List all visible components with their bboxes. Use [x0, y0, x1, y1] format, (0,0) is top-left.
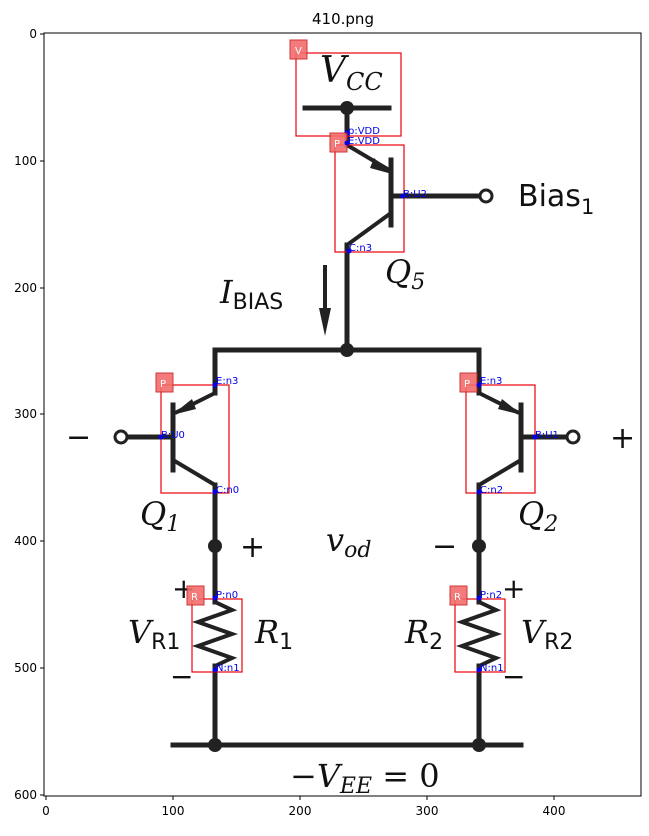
q2-collector-node: [472, 539, 486, 553]
y-tick-label: 300: [14, 407, 37, 421]
y-tick-label: 0: [29, 27, 37, 41]
vcc-label: VCC: [320, 50, 383, 96]
y-tick-label: 500: [14, 661, 37, 675]
minus-input-sign: −: [66, 420, 91, 455]
resistor-r1: [191, 600, 239, 668]
vr2-label: VR2: [521, 613, 573, 655]
q2-input-terminal: [565, 429, 581, 445]
circuit-labels: VCC Bias1 IBIAS Q5 Q1 Q2 vod VR1 R1 R2 V…: [66, 50, 635, 799]
pin-label: N:n1: [216, 663, 240, 674]
pin-label: E:VDD: [348, 136, 380, 147]
pin-label: C:n0: [216, 485, 239, 496]
annotation-tag: P: [334, 139, 340, 150]
pin-label: E:n3: [216, 376, 238, 387]
bias-terminal: [478, 188, 494, 204]
vee-node-right: [472, 738, 486, 752]
x-tick-label: 400: [543, 804, 566, 818]
q5-label: Q5: [385, 253, 425, 295]
y-tick-label: 600: [14, 788, 37, 802]
x-tick-label: 0: [42, 804, 50, 818]
vr1-label: VR1: [128, 613, 180, 655]
y-tick-label: 400: [14, 534, 37, 548]
pin-label: p:VDD: [348, 126, 380, 137]
plus-input-sign: +: [610, 421, 635, 456]
ibias-arrow: [319, 265, 331, 336]
x-tick-label: 100: [162, 804, 185, 818]
pin-label: C:n2: [480, 485, 503, 496]
x-tick-label: 300: [416, 804, 439, 818]
pin-label: B:U0: [161, 430, 185, 441]
resistor-r2: [455, 600, 503, 668]
annotation-tag: R: [454, 592, 461, 603]
annotation-vsource: V p:VDD: [289, 39, 402, 137]
q1-collector-node: [208, 539, 222, 553]
pin-label: C:n3: [349, 243, 372, 254]
annotation-tag: V: [295, 46, 302, 57]
pin-label: E:n3: [480, 376, 502, 387]
transistor-q2: [477, 391, 581, 487]
r1-label: R1: [254, 613, 293, 655]
pin-label: B:U1: [535, 430, 559, 441]
minus-r1-sign: −: [170, 660, 193, 693]
annotation-tag: R: [191, 592, 198, 603]
annotation-r1: R P:n0 N:n1: [186, 585, 243, 674]
vod-label: vod: [326, 521, 371, 563]
annotation-overlays: V p:VDD P E:VDD B:U2 C:n3 P E:n3 B:U0: [155, 39, 559, 674]
transistor-q1: [113, 391, 217, 487]
annotation-q1: P E:n3 B:U0 C:n0: [155, 372, 239, 496]
annotation-q2: P E:n3 B:U1 C:n2: [459, 372, 559, 496]
y-axis: 0 100 200 300 400 500 600: [14, 27, 44, 802]
y-tick-label: 200: [14, 281, 37, 295]
x-tick-label: 200: [289, 804, 312, 818]
pin-label: P:n0: [216, 590, 238, 601]
q1-input-terminal: [113, 429, 129, 445]
minus-q2-sign: −: [432, 529, 457, 564]
circuit-schematic: [113, 101, 581, 752]
minus-r2-sign: −: [502, 660, 525, 693]
plus-r2-sign: +: [502, 572, 525, 605]
plus-q1-sign: +: [240, 530, 265, 565]
q1-label: Q1: [140, 495, 180, 537]
annotation-q5: P E:VDD B:U2 C:n3: [329, 132, 427, 254]
tail-node: [340, 343, 354, 357]
ibias-label: IBIAS: [219, 273, 283, 315]
pin-label: B:U2: [403, 189, 427, 200]
pin-label: P:n2: [480, 590, 502, 601]
vee-label: −VEE = 0: [290, 757, 440, 799]
annotation-tag: P: [464, 379, 470, 390]
vee-node-left: [208, 738, 222, 752]
figure-title: 410.png: [312, 10, 374, 28]
y-tick-label: 100: [14, 154, 37, 168]
pin-label: N:n1: [480, 663, 504, 674]
annotation-tag: P: [160, 379, 166, 390]
q2-label: Q2: [518, 495, 558, 537]
annotation-r2: R P:n2 N:n1: [449, 585, 506, 674]
r2-label: R2: [404, 613, 443, 655]
x-axis: 0 100 200 300 400: [42, 796, 565, 818]
bias-label: Bias1: [518, 179, 594, 219]
